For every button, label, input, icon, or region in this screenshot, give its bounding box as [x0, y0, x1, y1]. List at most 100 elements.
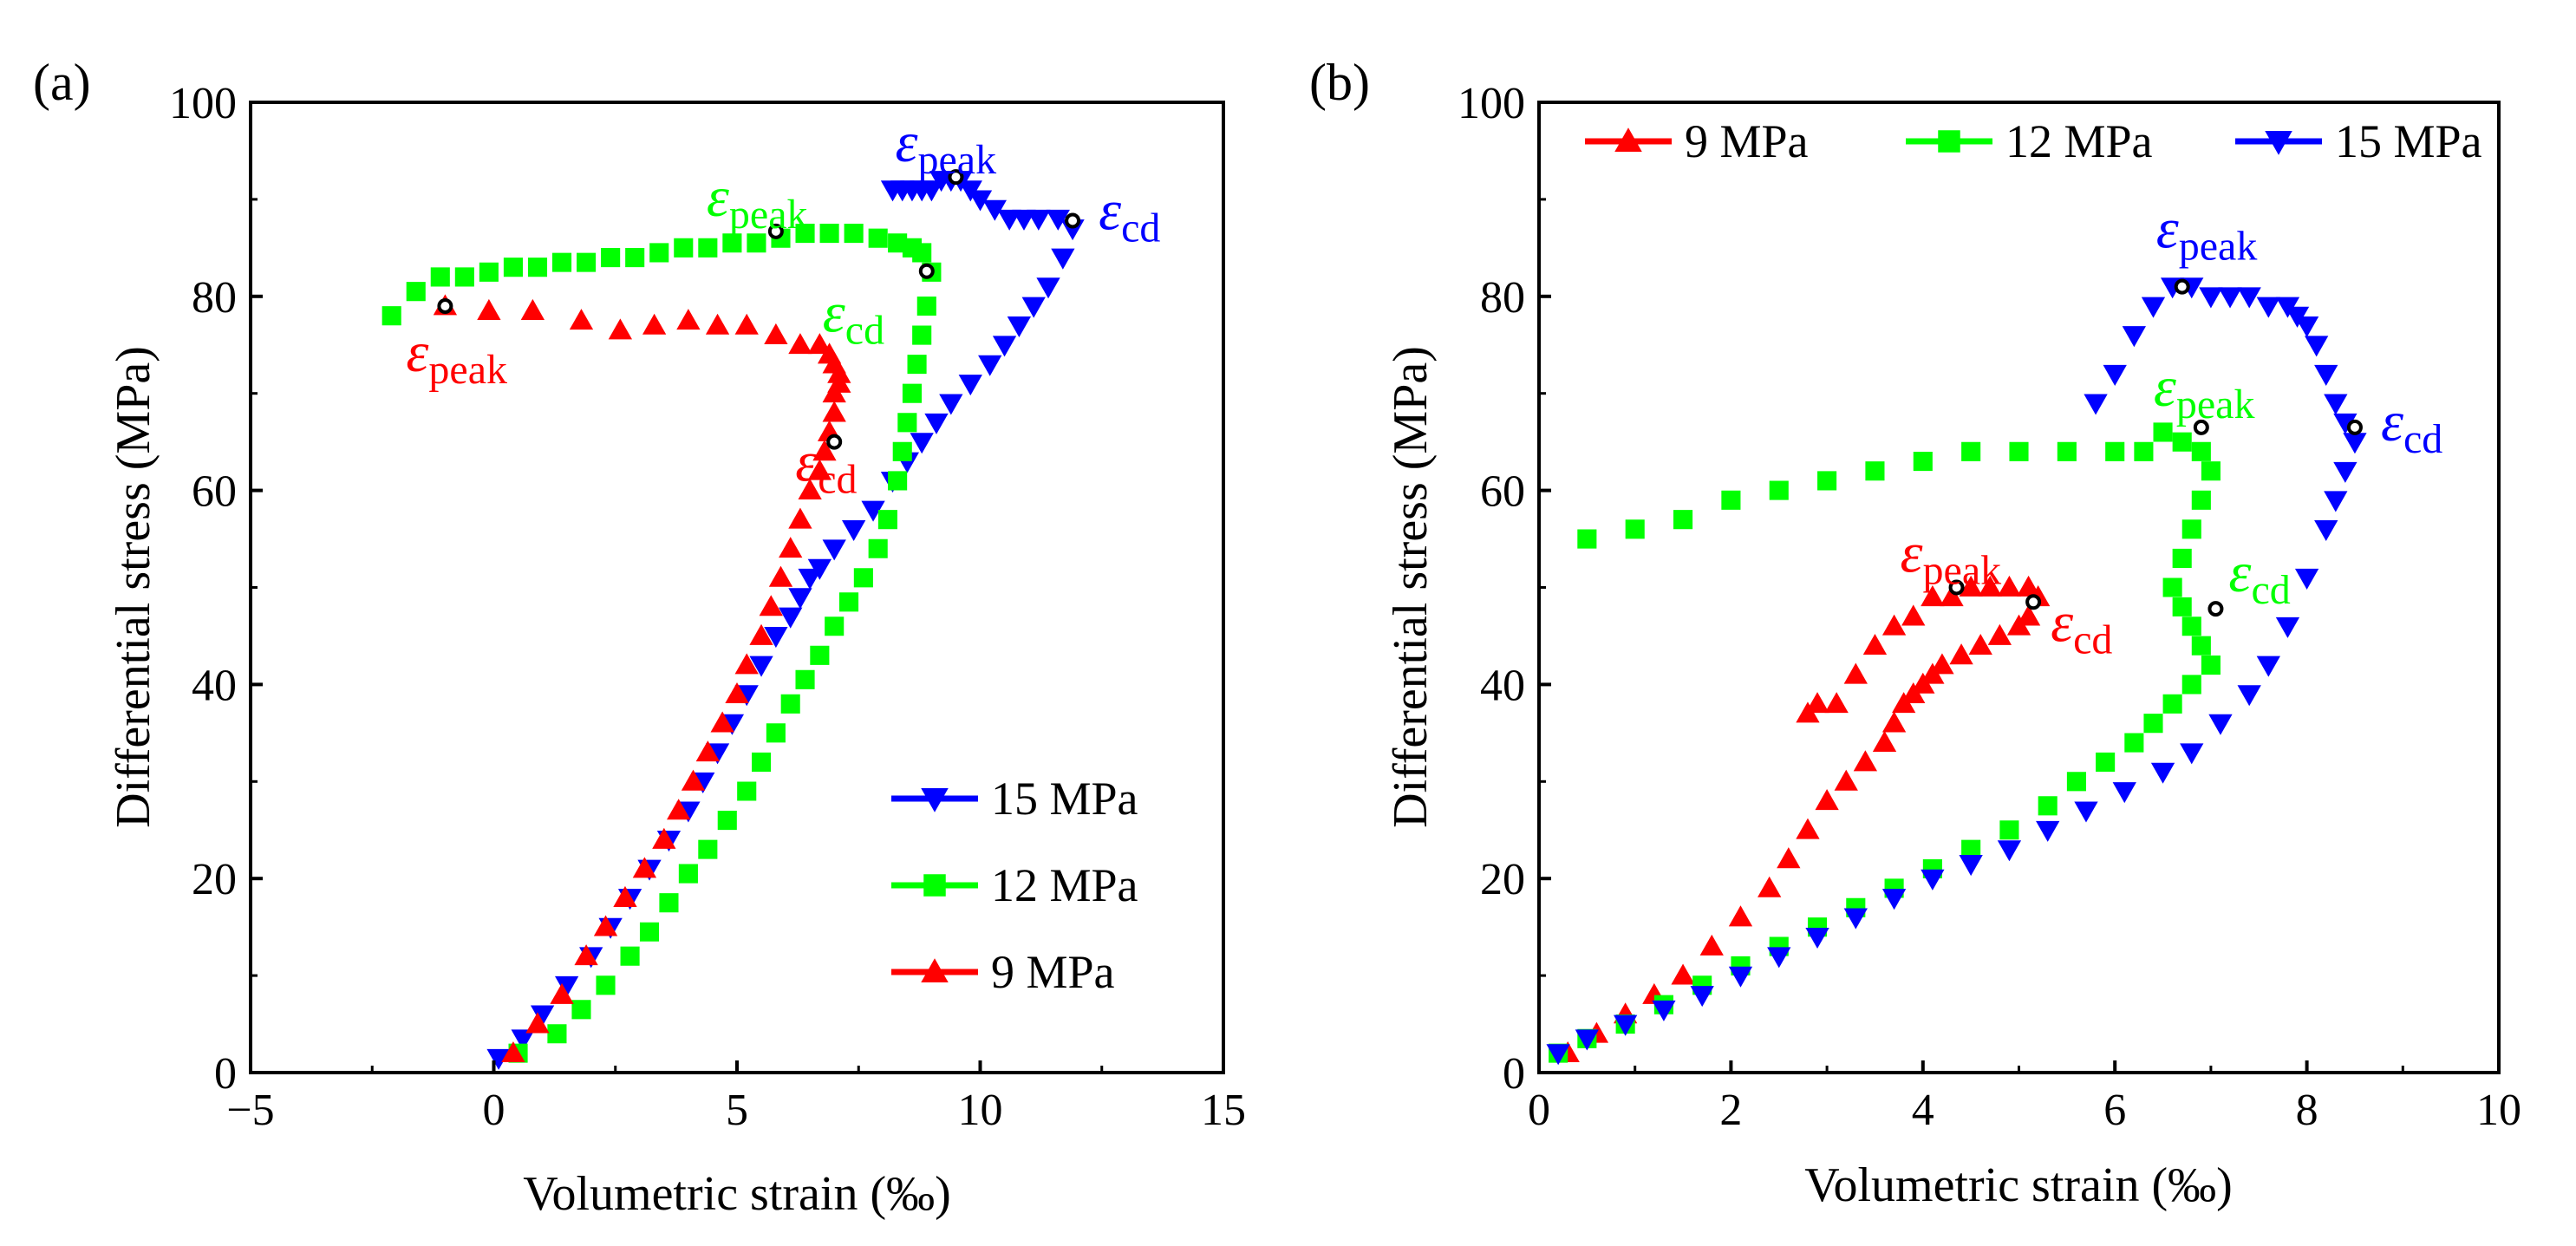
x-tick-label: 5 — [726, 1086, 748, 1135]
data-point — [2324, 394, 2348, 415]
data-point — [1881, 889, 1907, 910]
data-point — [710, 711, 734, 733]
data-point — [725, 682, 749, 703]
annotation-label-peak: εpeak — [2156, 198, 2258, 270]
x-tick-label: 2 — [1719, 1086, 1742, 1135]
data-point — [2201, 655, 2221, 675]
data-point — [525, 1012, 550, 1034]
data-point — [511, 1029, 535, 1051]
data-point — [674, 238, 694, 258]
annotation-label-peak: εpeak — [1901, 522, 2002, 594]
y-tick-label: 60 — [1480, 467, 1525, 517]
annotation-dot — [826, 434, 843, 450]
data-point — [747, 233, 766, 253]
annotation-dot — [2193, 419, 2209, 435]
data-point — [430, 267, 450, 287]
y-tick-label: 80 — [192, 273, 237, 323]
data-point — [1046, 209, 1070, 231]
data-point — [1817, 471, 1837, 491]
data-point — [2199, 287, 2223, 309]
annotation-dot — [1065, 212, 1081, 229]
y-tick-label: 100 — [1458, 79, 1525, 128]
data-point — [1699, 934, 1724, 956]
data-point — [2314, 364, 2338, 386]
data-point — [982, 199, 1007, 221]
data-point — [1728, 966, 1753, 988]
data-point — [861, 500, 885, 522]
legend-entry: 12 MPa — [1906, 115, 2153, 167]
data-point — [1815, 789, 1839, 811]
data-point — [632, 857, 657, 878]
data-point — [2294, 316, 2319, 338]
x-tick-label: 0 — [1528, 1086, 1550, 1135]
data-point — [749, 623, 773, 645]
data-point — [759, 595, 783, 616]
data-point — [1843, 662, 1868, 684]
data-point — [2112, 782, 2136, 804]
data-point — [1758, 876, 1782, 897]
data-point — [1961, 839, 1981, 859]
data-point — [2016, 604, 2041, 626]
data-point — [1007, 316, 1032, 338]
data-point — [577, 252, 597, 272]
data-point — [1671, 963, 1695, 985]
data-point — [1872, 730, 1897, 752]
data-point — [2162, 577, 2182, 597]
data-point — [1728, 905, 1753, 927]
data-point — [795, 224, 815, 244]
data-point — [1987, 623, 2012, 645]
series-12-mpa — [382, 224, 942, 1063]
data-point — [902, 383, 923, 403]
data-point — [2256, 297, 2280, 318]
x-tick-label: 10 — [958, 1086, 1003, 1135]
x-tick-label: −5 — [226, 1086, 274, 1135]
data-point — [844, 224, 864, 244]
y-tick-label: 20 — [1480, 855, 1525, 904]
y-tick-label: 0 — [1503, 1049, 1525, 1099]
panel-a-y-axis-title: Differential stress (MPa) — [107, 346, 160, 828]
data-point — [1805, 927, 1829, 949]
data-point — [2172, 597, 2192, 616]
data-point — [1824, 692, 1849, 714]
data-point — [503, 258, 523, 277]
data-point — [764, 323, 788, 344]
data-point — [649, 243, 669, 263]
data-point — [1881, 614, 1907, 636]
data-point — [1999, 820, 2019, 840]
data-point — [1961, 441, 1981, 461]
data-point — [2324, 491, 2348, 512]
data-point — [1769, 480, 1789, 500]
data-point — [2294, 568, 2319, 590]
data-point — [2333, 413, 2358, 434]
data-point — [681, 769, 706, 791]
data-point — [2208, 714, 2233, 735]
data-point — [2096, 752, 2116, 772]
data-point — [486, 1048, 511, 1070]
data-point — [807, 459, 832, 480]
data-point — [766, 723, 786, 743]
panel-b-x-axis-title: Volumetric strain (‰) — [1804, 1158, 2233, 1212]
data-point — [939, 394, 963, 415]
annotation-dot — [437, 297, 453, 314]
data-point — [555, 975, 579, 997]
legend-label: 15 MPa — [2335, 115, 2482, 167]
legend-marker — [923, 874, 946, 897]
data-point — [880, 180, 905, 202]
data-point — [1930, 653, 1954, 675]
annotation-dot — [1948, 579, 1965, 596]
data-point — [749, 656, 773, 677]
data-point — [1940, 585, 1964, 607]
data-point — [1577, 529, 1597, 549]
data-point — [1834, 769, 1858, 791]
data-point — [819, 224, 839, 244]
legend-marker — [2265, 131, 2292, 155]
data-point — [2134, 441, 2154, 461]
annotation-label-peak: εpeak — [707, 166, 808, 238]
data-point — [924, 413, 949, 434]
data-point — [1921, 869, 1945, 890]
data-point — [2191, 441, 2211, 461]
data-point — [2084, 394, 2108, 415]
panel-b-plot-frame — [1537, 101, 2501, 1074]
data-point — [888, 471, 908, 491]
